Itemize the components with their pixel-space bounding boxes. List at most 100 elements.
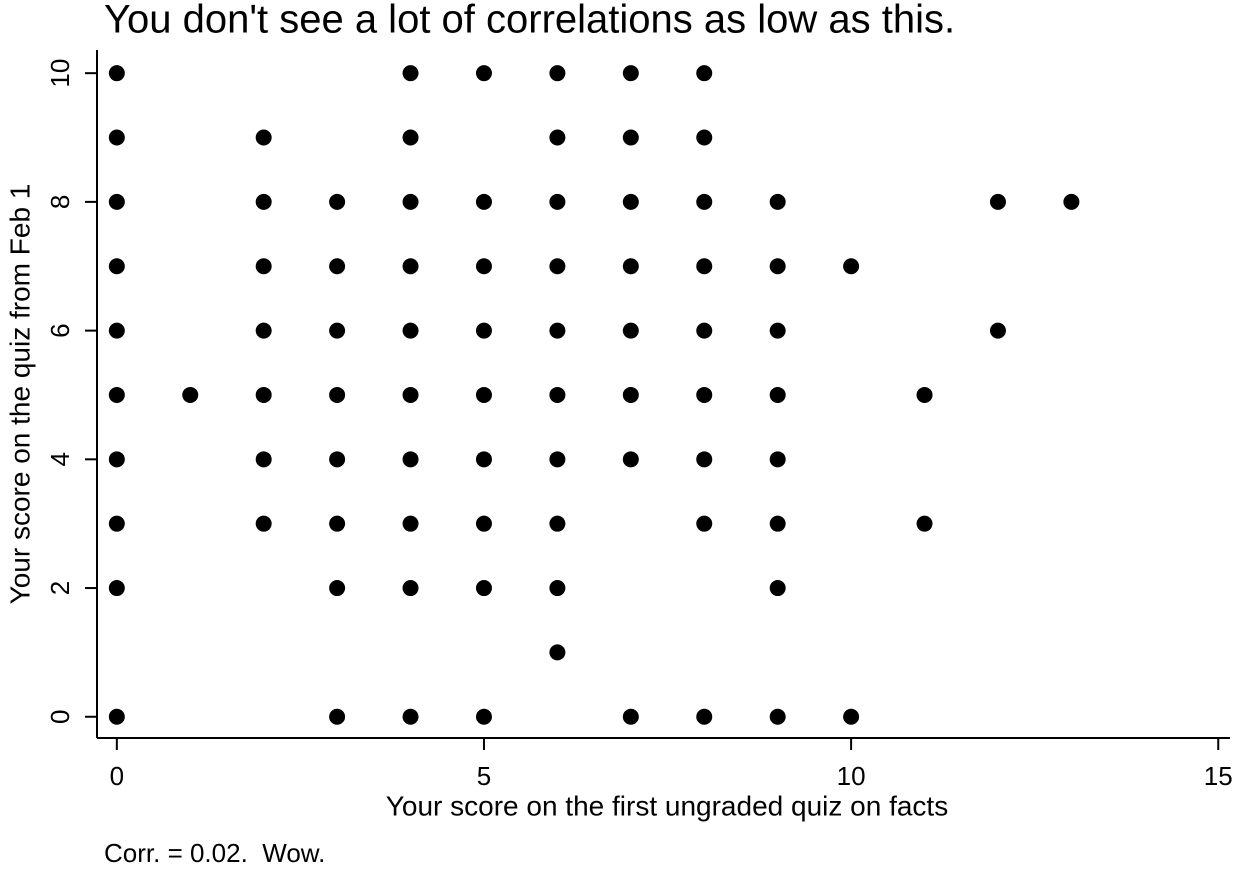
x-tick-label: 10: [837, 761, 866, 791]
point: [402, 451, 419, 468]
point: [475, 580, 492, 597]
chart-title: You don't see a lot of correlations as l…: [104, 0, 955, 42]
point: [108, 129, 125, 146]
point: [402, 129, 419, 146]
x-tick-label: 15: [1204, 761, 1233, 791]
point: [255, 129, 272, 146]
point: [108, 258, 125, 275]
point: [843, 708, 860, 725]
point: [255, 258, 272, 275]
point: [108, 386, 125, 403]
point: [989, 322, 1006, 339]
point: [329, 386, 346, 403]
point: [549, 580, 566, 597]
point: [329, 258, 346, 275]
point: [549, 451, 566, 468]
point: [696, 193, 713, 210]
y-tick-label: 10: [45, 59, 75, 88]
point: [402, 322, 419, 339]
point: [769, 386, 786, 403]
point: [108, 322, 125, 339]
point: [549, 386, 566, 403]
point: [402, 65, 419, 82]
y-tick-label: 6: [45, 323, 75, 337]
point: [549, 515, 566, 532]
x-tick-label: 0: [110, 761, 124, 791]
point: [769, 451, 786, 468]
point: [108, 515, 125, 532]
point: [475, 193, 492, 210]
point: [475, 258, 492, 275]
point: [108, 580, 125, 597]
point: [549, 129, 566, 146]
point: [696, 322, 713, 339]
point: [549, 322, 566, 339]
point: [622, 129, 639, 146]
point: [622, 451, 639, 468]
y-tick-label: 2: [45, 581, 75, 595]
point: [622, 193, 639, 210]
point: [916, 515, 933, 532]
point: [255, 193, 272, 210]
point: [402, 258, 419, 275]
point: [769, 322, 786, 339]
point: [475, 708, 492, 725]
note: Corr. = 0.02. Wow.: [104, 838, 325, 868]
point: [622, 65, 639, 82]
point: [622, 386, 639, 403]
y-tick-label: 4: [45, 452, 75, 466]
point: [549, 258, 566, 275]
y-axis-label: Your score on the quiz from Feb 1: [4, 184, 35, 605]
point: [329, 193, 346, 210]
point: [475, 386, 492, 403]
point: [182, 386, 199, 403]
point: [329, 322, 346, 339]
point: [696, 515, 713, 532]
point: [622, 322, 639, 339]
x-tick-label: 5: [477, 761, 491, 791]
point: [108, 708, 125, 725]
point: [549, 193, 566, 210]
point: [475, 65, 492, 82]
point: [549, 644, 566, 661]
point: [108, 451, 125, 468]
point: [402, 708, 419, 725]
point: [696, 451, 713, 468]
point: [696, 65, 713, 82]
point: [329, 708, 346, 725]
point: [696, 258, 713, 275]
point: [549, 65, 566, 82]
point: [108, 193, 125, 210]
y-tick-label: 0: [45, 710, 75, 724]
point: [255, 515, 272, 532]
point: [769, 708, 786, 725]
point: [843, 258, 860, 275]
point: [329, 451, 346, 468]
point: [769, 258, 786, 275]
point: [1063, 193, 1080, 210]
point: [108, 65, 125, 82]
point: [255, 386, 272, 403]
point: [329, 580, 346, 597]
point: [696, 708, 713, 725]
point: [769, 580, 786, 597]
x-axis-label: Your score on the first ungraded quiz on…: [386, 790, 948, 821]
point: [769, 515, 786, 532]
point: [255, 451, 272, 468]
point: [402, 515, 419, 532]
point: [329, 515, 346, 532]
point: [402, 386, 419, 403]
point: [769, 193, 786, 210]
point: [402, 580, 419, 597]
point: [622, 258, 639, 275]
point: [402, 193, 419, 210]
point: [475, 515, 492, 532]
point: [475, 322, 492, 339]
point: [696, 386, 713, 403]
point: [989, 193, 1006, 210]
point: [622, 708, 639, 725]
point: [255, 322, 272, 339]
point: [475, 451, 492, 468]
point: [916, 386, 933, 403]
